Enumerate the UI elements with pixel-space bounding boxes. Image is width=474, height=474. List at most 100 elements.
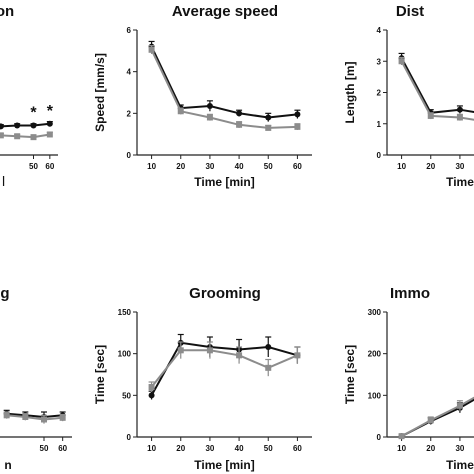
y-tick-label: 200 xyxy=(368,350,382,359)
y-tick-label: 2 xyxy=(127,109,132,118)
chart-p4: g 50 60 n xyxy=(0,285,72,472)
data-point xyxy=(456,402,463,409)
data-point xyxy=(22,414,29,420)
series-2-line xyxy=(150,349,298,388)
y-tick-label: 2 xyxy=(377,89,382,98)
y-axis-title: Length [m] xyxy=(343,62,357,124)
x-axis-title: Time xyxy=(446,175,474,189)
chart-title: on xyxy=(0,3,14,20)
x-axis-title: Time [min] xyxy=(194,458,254,472)
chart-p2: Average speed 0 2 4 6 10 20 30 40 50 60 Time [min] S… xyxy=(93,3,312,189)
chart-title: Dist xyxy=(396,3,424,20)
legend-fragment: l xyxy=(2,173,5,189)
data-point xyxy=(3,412,10,419)
series-2-line xyxy=(6,414,63,421)
series-2-line xyxy=(0,133,50,139)
x-tick-label: 30 xyxy=(205,162,214,171)
data-point xyxy=(206,103,213,110)
data-point xyxy=(14,133,21,140)
significance-marker: * xyxy=(47,103,54,120)
y-axis-title: Time [sec] xyxy=(93,345,107,404)
y-tick-label: 4 xyxy=(377,26,382,35)
x-axis-title: Time xyxy=(446,458,474,472)
data-point xyxy=(456,114,463,121)
data-point xyxy=(148,384,155,390)
data-point xyxy=(294,352,301,359)
y-tick-label: 100 xyxy=(118,350,132,359)
y-tick-label: 50 xyxy=(122,391,131,400)
x-axis-title: Time [min] xyxy=(194,175,254,189)
y-tick-label: 300 xyxy=(368,308,382,317)
data-point xyxy=(14,122,21,129)
data-point xyxy=(265,114,272,121)
x-tick-label: 10 xyxy=(147,162,156,171)
data-point xyxy=(0,132,4,139)
x-tick-label: 30 xyxy=(455,162,464,171)
data-point xyxy=(59,414,66,421)
y-tick-label: 0 xyxy=(127,433,132,442)
data-point xyxy=(46,120,53,127)
data-point xyxy=(177,108,184,115)
x-tick-label: 50 xyxy=(264,444,273,453)
chart-p3: Dist 0 1 2 3 4 10 20 30 Time Length [m] xyxy=(343,3,474,189)
data-point xyxy=(0,123,4,130)
data-point xyxy=(206,347,213,354)
y-tick-label: 100 xyxy=(368,391,382,400)
significance-marker: * xyxy=(30,105,37,122)
x-tick-label: 50 xyxy=(29,162,38,171)
x-axis-title: n xyxy=(4,458,11,472)
x-tick-label: 20 xyxy=(176,444,185,453)
y-axis-title: Time [sec] xyxy=(343,345,357,404)
series-1-line xyxy=(6,412,63,419)
data-point xyxy=(265,364,272,371)
x-tick-label: 20 xyxy=(176,162,185,171)
x-tick-label: 20 xyxy=(426,444,435,453)
data-point xyxy=(177,347,184,354)
y-tick-label: 150 xyxy=(118,308,132,317)
x-tick-label: 30 xyxy=(455,444,464,453)
chart-title: Grooming xyxy=(189,285,261,302)
series-1-line xyxy=(0,122,50,128)
x-tick-label: 10 xyxy=(397,162,406,171)
data-point xyxy=(398,433,405,440)
series-1-line xyxy=(401,398,474,438)
x-tick-label: 10 xyxy=(397,444,406,453)
x-tick-label: 50 xyxy=(40,444,49,453)
x-tick-label: 20 xyxy=(426,162,435,171)
data-point xyxy=(294,111,301,118)
data-point xyxy=(30,122,37,129)
chart-p5: Grooming 0 50 100 150 10 20 30 40 50 60 Time [min] T… xyxy=(93,285,312,472)
x-tick-label: 10 xyxy=(147,444,156,453)
data-point xyxy=(427,417,434,424)
chart-p6: Immo 0 100 200 300 10 20 30 Time Time [sec] xyxy=(343,285,474,472)
x-tick-label: 40 xyxy=(235,444,244,453)
x-tick-label: 60 xyxy=(58,444,67,453)
x-tick-label: 60 xyxy=(45,162,54,171)
data-point xyxy=(236,110,243,117)
series-1-line xyxy=(150,341,298,396)
y-tick-label: 0 xyxy=(377,433,382,442)
data-point xyxy=(456,106,463,113)
data-point xyxy=(294,123,301,130)
y-tick-label: 4 xyxy=(127,68,132,77)
y-tick-label: 0 xyxy=(127,151,132,160)
data-point xyxy=(236,121,243,128)
data-point xyxy=(30,134,37,141)
chart-title: Average speed xyxy=(172,3,278,20)
series-2-line xyxy=(150,49,298,129)
data-point xyxy=(148,392,155,399)
data-point xyxy=(236,352,243,359)
data-point xyxy=(398,58,405,65)
data-point xyxy=(265,124,272,131)
y-tick-label: 6 xyxy=(127,26,132,35)
series-2-line xyxy=(400,60,474,121)
data-point xyxy=(206,114,213,121)
chart-title: Immo xyxy=(390,285,430,302)
chart-p1: on 50 60 * * xyxy=(0,3,58,171)
series-2-line xyxy=(401,396,474,438)
x-tick-label: 40 xyxy=(235,162,244,171)
y-tick-label: 3 xyxy=(377,57,382,66)
y-axis-title: Speed [mm/s] xyxy=(93,53,107,132)
x-tick-label: 60 xyxy=(293,162,302,171)
